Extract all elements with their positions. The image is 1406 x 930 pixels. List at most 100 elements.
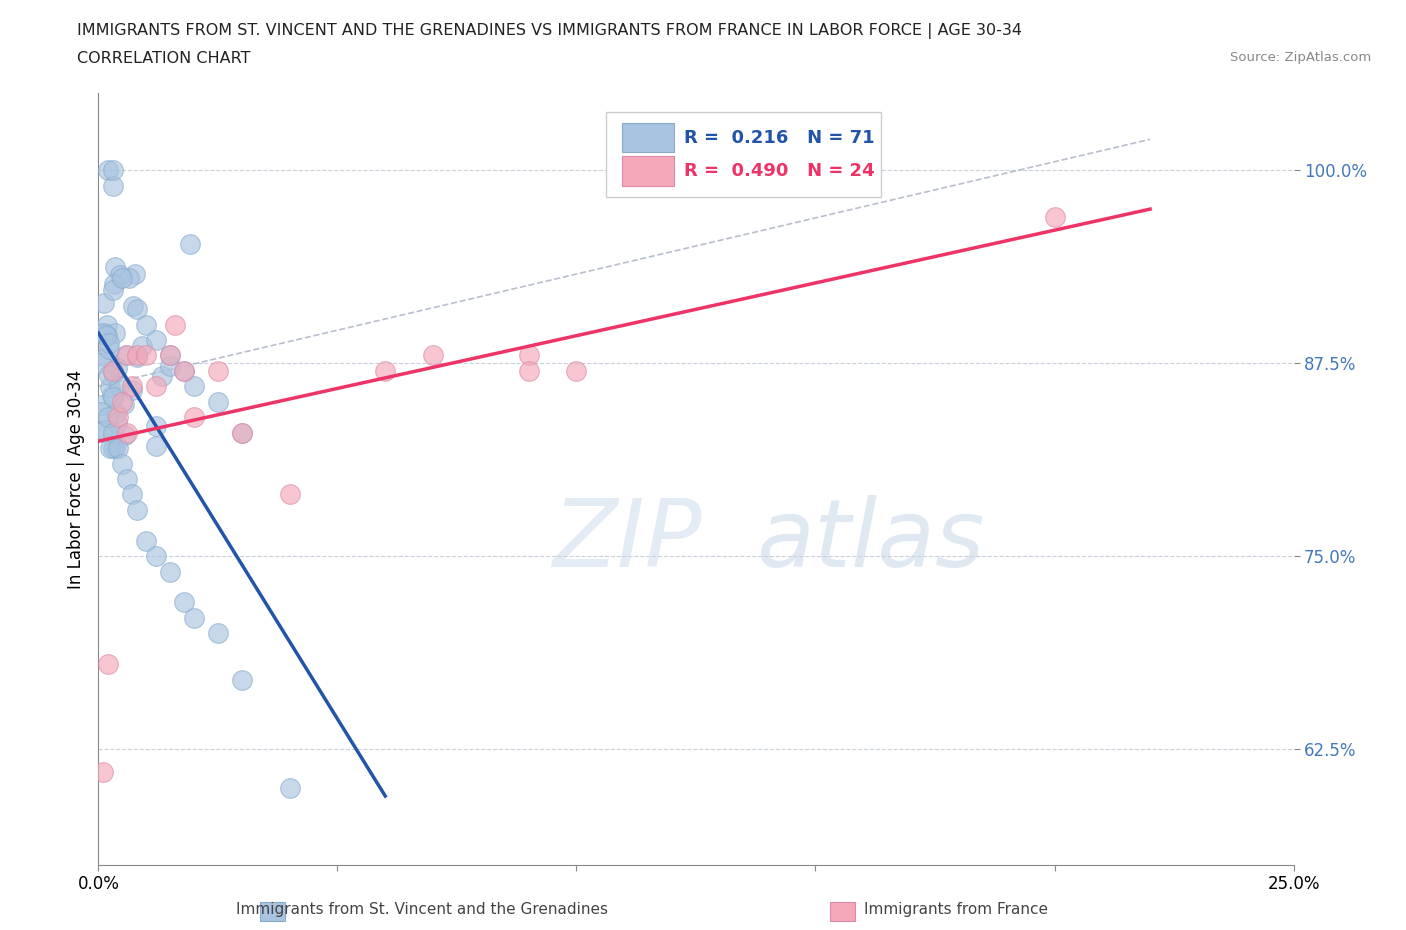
Point (517, 364, 540, 379)
Point (231, 425, 253, 440)
Point (114, 348, 136, 363)
Point (207, 364, 229, 379)
FancyBboxPatch shape (621, 156, 675, 186)
Point (207, 626, 229, 641)
Point (135, 317, 157, 332)
Point (231, 672, 253, 687)
Point (115, 348, 138, 363)
Point (422, 348, 444, 363)
Point (111, 456, 134, 471)
Point (231, 425, 253, 440)
Point (107, 441, 129, 456)
Text: IMMIGRANTS FROM ST. VINCENT AND THE GRENADINES VS IMMIGRANTS FROM FRANCE IN LABO: IMMIGRANTS FROM ST. VINCENT AND THE GREN… (77, 23, 1022, 39)
Point (103, 441, 125, 456)
Point (115, 425, 138, 440)
Point (121, 382, 143, 397)
Point (125, 348, 148, 363)
Point (135, 348, 157, 363)
Point (183, 410, 205, 425)
Point (173, 364, 195, 379)
Point (98, 379, 121, 394)
Point (135, 533, 157, 548)
Point (374, 364, 396, 379)
Point (152, 368, 174, 383)
Point (98, 341, 121, 356)
FancyBboxPatch shape (621, 123, 675, 153)
Text: R =  0.490   N = 24: R = 0.490 N = 24 (685, 162, 875, 180)
Point (115, 472, 138, 486)
Point (111, 394, 134, 409)
Point (114, 428, 136, 443)
Point (93, 326, 115, 340)
Point (104, 441, 127, 456)
Point (517, 348, 540, 363)
Point (90, 355, 112, 370)
Point (159, 565, 181, 579)
Point (122, 299, 145, 313)
Point (183, 610, 205, 625)
Point (97, 163, 120, 178)
Point (118, 271, 141, 286)
Point (159, 348, 181, 363)
Point (125, 301, 148, 316)
Point (173, 364, 195, 379)
Point (97, 410, 120, 425)
Point (173, 595, 195, 610)
Point (94, 327, 117, 342)
Point (93, 296, 115, 311)
Point (565, 364, 588, 379)
Text: R =  0.216   N = 71: R = 0.216 N = 71 (685, 128, 875, 147)
Point (90, 397, 112, 412)
Point (121, 379, 143, 393)
Point (101, 179, 124, 193)
Point (1043, 209, 1066, 224)
Point (101, 365, 124, 380)
Point (93, 423, 115, 438)
Point (94, 350, 117, 365)
Point (104, 259, 127, 274)
Point (101, 387, 124, 402)
Point (207, 394, 229, 409)
Point (163, 317, 186, 332)
Point (96, 328, 118, 343)
Point (145, 333, 167, 348)
Text: Immigrants from France: Immigrants from France (865, 902, 1047, 917)
Text: CORRELATION CHART: CORRELATION CHART (77, 51, 250, 66)
Point (159, 359, 181, 374)
Point (105, 415, 128, 430)
Point (97, 657, 120, 671)
Point (107, 379, 129, 393)
Point (101, 390, 124, 405)
Point (90, 425, 112, 440)
Point (98, 336, 121, 351)
Point (110, 268, 132, 283)
Point (107, 410, 129, 425)
Point (90, 405, 112, 419)
FancyBboxPatch shape (606, 113, 882, 197)
Point (105, 405, 128, 420)
Point (125, 502, 148, 517)
Point (183, 379, 205, 393)
Y-axis label: In Labor Force | Age 30-34: In Labor Force | Age 30-34 (66, 369, 84, 589)
Point (121, 487, 143, 502)
Point (101, 364, 124, 379)
Point (96, 318, 118, 333)
Point (111, 271, 134, 286)
Point (159, 348, 181, 363)
Text: ZIP: ZIP (553, 495, 702, 586)
Point (101, 425, 124, 440)
Point (107, 361, 129, 376)
Point (179, 237, 201, 252)
Point (103, 276, 125, 291)
Text: Source: ZipAtlas.com: Source: ZipAtlas.com (1230, 51, 1371, 64)
Point (145, 418, 167, 433)
Point (97, 367, 120, 382)
Point (145, 549, 167, 564)
Point (98, 441, 121, 456)
Text: atlas: atlas (756, 495, 984, 586)
Point (124, 267, 146, 282)
Point (145, 439, 167, 454)
Point (278, 780, 301, 795)
Point (91, 764, 114, 779)
Point (103, 326, 125, 340)
